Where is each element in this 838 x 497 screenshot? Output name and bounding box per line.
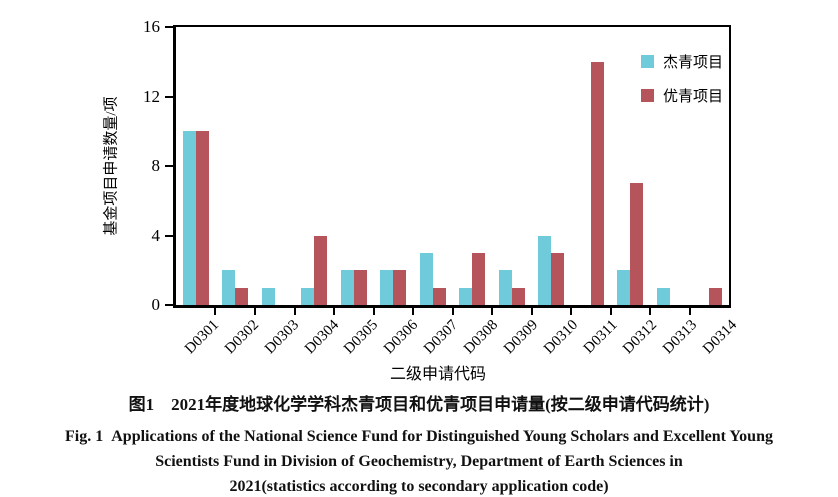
- bar-jieqing-d0306: [380, 270, 394, 305]
- x-axis-tick: [530, 308, 533, 315]
- bar-jieqing-d0308: [459, 287, 473, 305]
- bar-youqing-d0311: [590, 61, 604, 305]
- bar-jieqing-d0307: [419, 252, 433, 305]
- y-axis-tick: [165, 304, 173, 306]
- bar-jieqing-d0302: [222, 270, 236, 305]
- category-cell-d0311: [571, 27, 611, 305]
- plot-area: 0 4 8 12 16 杰青项目优青项目: [143, 17, 731, 315]
- caption-english-line2: Scientists Fund in Division of Geochemis…: [155, 453, 683, 470]
- bar-jieqing-d0310: [538, 235, 552, 305]
- x-axis-label-text: D0305: [341, 317, 382, 358]
- x-axis-label-text: D0309: [500, 317, 542, 358]
- bar-youqing-d0305: [353, 270, 367, 305]
- x-axis-tick: [412, 308, 414, 315]
- x-axis-label-text: D0304: [301, 317, 342, 358]
- legend-swatch-youqing: [640, 89, 654, 102]
- plot-inner: 0 4 8 12 16: [143, 17, 730, 315]
- bar-youqing-d0302: [235, 287, 249, 305]
- x-axis-label-text: D0301: [181, 317, 223, 358]
- x-axis-label-text: D0313: [660, 317, 701, 358]
- x-axis-tick: [214, 308, 217, 315]
- x-axis-label-text: D0302: [221, 317, 263, 358]
- y-axis-tick-label: 0: [151, 295, 161, 314]
- category-cell-d0305: [334, 27, 374, 305]
- caption-chinese: 图1 2021年度地球化学学科杰青项目和优青项目申请量(按二级申请代码统计): [128, 395, 710, 414]
- bar-youqing-d0301: [195, 131, 209, 305]
- y-axis-tick-label: 16: [143, 17, 160, 36]
- x-axis-tick: [609, 308, 612, 315]
- category-cell-d0308: [453, 27, 493, 305]
- bar-jieqing-d0304: [301, 287, 315, 305]
- bar-youqing-d0306: [393, 270, 407, 305]
- y-axis-tick-label: 12: [143, 86, 160, 106]
- bar-youqing-d0308: [472, 252, 486, 305]
- x-axis-tick: [332, 308, 335, 315]
- x-axis-label-text: D0303: [261, 317, 302, 358]
- category-cell-d0306: [374, 27, 414, 305]
- bar-jieqing-d0305: [340, 270, 354, 305]
- bar-jieqing-d0313: [656, 287, 670, 305]
- x-axis-label-text: D0310: [540, 317, 581, 358]
- bar-youqing-d0304: [314, 235, 328, 305]
- category-cell-d0301: [176, 27, 216, 305]
- x-axis-label-text: D0306: [381, 317, 422, 358]
- x-axis-title: 二级申请代码: [389, 366, 486, 383]
- bar-youqing-d0314: [709, 287, 723, 305]
- category-cell-d0304: [295, 27, 335, 305]
- bar-jieqing-d0312: [617, 270, 631, 305]
- figure-captions: 图1 2021年度地球化学学科杰青项目和优青项目申请量(按二级申请代码统计) F…: [0, 390, 838, 497]
- legend-item-youqing: 优青项目: [640, 85, 723, 106]
- category-cell-d0312: [611, 27, 651, 305]
- x-axis-tick: [293, 308, 296, 315]
- category-cell-d0307: [413, 27, 453, 305]
- bar-youqing-d0309: [511, 287, 525, 305]
- legend-label-youqing: 优青项目: [662, 89, 723, 105]
- category-cell-d0303: [255, 27, 295, 305]
- category-cell-d0302: [216, 27, 256, 305]
- y-axis-tick: [165, 234, 173, 237]
- legend-item-jieqing: 杰青项目: [640, 51, 723, 72]
- bar-jieqing-d0301: [182, 131, 196, 305]
- caption-english-line3: 2021(statistics according to secondary a…: [229, 478, 609, 495]
- x-axis-label-text: D0312: [620, 317, 661, 358]
- x-axis-tick: [570, 308, 572, 315]
- x-axis-tick: [649, 308, 651, 315]
- legend-label-jieqing: 杰青项目: [662, 55, 723, 71]
- category-cell-d0313: [650, 27, 690, 305]
- y-axis-tick: [165, 26, 173, 28]
- x-axis-label-text: D0311: [580, 317, 621, 357]
- category-cell-d0309: [492, 27, 532, 305]
- x-axis-tick: [490, 308, 493, 315]
- legend-swatch-jieqing: [640, 55, 654, 68]
- x-axis-tick: [688, 308, 691, 315]
- y-axis-tick: [165, 95, 173, 98]
- x-axis-tick: [372, 308, 375, 315]
- category-cell-d0314: [690, 27, 730, 305]
- x-axis-labels: D0301 D0302 D0303 D0304 D0305 D0306 D0307 D0308…: [173, 311, 740, 366]
- y-axis-tick: [165, 165, 173, 167]
- caption-english-line1: Fig. 1 Applications of the National Scie…: [65, 428, 773, 445]
- bar-jieqing-d0303: [261, 287, 275, 305]
- y-axis-title: 基金项目申请数量/项: [103, 96, 120, 236]
- x-axis-tick: [451, 308, 454, 315]
- y-axis-tick-label: 8: [151, 156, 161, 175]
- bar-youqing-d0310: [551, 252, 565, 305]
- legend: 杰青项目 优青项目: [640, 51, 723, 106]
- y-axis-tick-label: 4: [151, 225, 161, 245]
- x-axis-label-text: D0314: [700, 317, 741, 358]
- x-axis-label-text: D0307: [421, 317, 462, 358]
- bar-jieqing-d0309: [498, 270, 512, 305]
- bar-youqing-d0312: [630, 183, 644, 305]
- x-axis-tick: [253, 308, 256, 315]
- category-cell-d0310: [532, 27, 572, 305]
- bar-youqing-d0307: [432, 287, 446, 305]
- x-axis-label-text: D0308: [460, 317, 502, 358]
